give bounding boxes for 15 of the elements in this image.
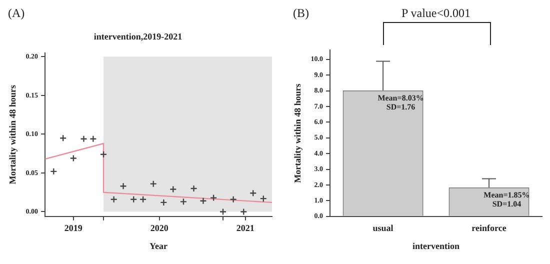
text: P value<0.001	[402, 6, 470, 21]
text: (B)	[293, 6, 309, 21]
y-axis-title: Mortality within 48 hours	[292, 83, 303, 183]
x-tick-label: usual	[372, 223, 394, 234]
chart-title: intervention,2019-2021	[94, 32, 183, 42]
x-tick-label: 2019	[64, 223, 83, 234]
x-axis-title: Year	[150, 240, 168, 251]
x-axis-title: intervention	[412, 240, 460, 251]
y-axis-title: Mortality within 48 hours	[8, 84, 18, 184]
data-label: Mean=8.03% SD=1.76	[378, 93, 424, 112]
x-tick-label: reinforce	[472, 223, 506, 234]
data-label: Mean=1.85% SD=1.04	[484, 190, 530, 208]
x-tick-label: 2021	[236, 223, 255, 234]
x-tick-label: 2020	[150, 223, 169, 234]
text: (A)	[8, 6, 25, 21]
